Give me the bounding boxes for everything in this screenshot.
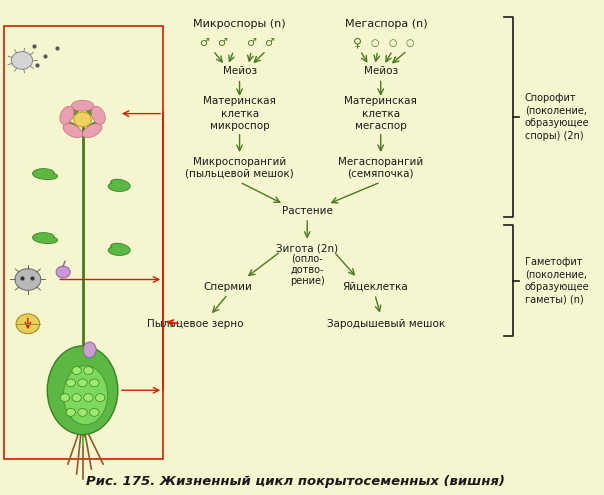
Circle shape <box>11 51 33 69</box>
Ellipse shape <box>63 366 108 425</box>
Polygon shape <box>33 233 57 244</box>
Text: Растение: Растение <box>281 205 333 216</box>
Circle shape <box>74 112 91 127</box>
Polygon shape <box>33 169 57 180</box>
Text: Материнская
клетка
микроспор: Материнская клетка микроспор <box>203 96 276 131</box>
Text: Гаметофит
(поколение,
образующее
гаметы) (n): Гаметофит (поколение, образующее гаметы)… <box>525 257 590 304</box>
Ellipse shape <box>84 367 93 375</box>
Polygon shape <box>108 179 130 192</box>
Circle shape <box>16 314 40 334</box>
Ellipse shape <box>78 379 87 387</box>
FancyBboxPatch shape <box>4 26 163 459</box>
Ellipse shape <box>67 122 80 133</box>
Ellipse shape <box>47 346 118 435</box>
Text: ♀: ♀ <box>353 37 362 50</box>
Text: Пыльцевое зерно: Пыльцевое зерно <box>147 319 243 329</box>
Ellipse shape <box>67 106 80 117</box>
Ellipse shape <box>60 394 69 401</box>
Text: Мегаспорангий
(семяпочка): Мегаспорангий (семяпочка) <box>338 156 423 179</box>
Text: Микроспорангий
(пыльцевой мешок): Микроспорангий (пыльцевой мешок) <box>185 156 294 179</box>
Ellipse shape <box>84 394 93 401</box>
Text: ♂: ♂ <box>264 38 274 48</box>
Ellipse shape <box>91 106 105 124</box>
Ellipse shape <box>89 408 99 416</box>
Ellipse shape <box>72 394 82 401</box>
Text: ♂: ♂ <box>199 38 209 48</box>
Ellipse shape <box>63 124 83 138</box>
Ellipse shape <box>60 106 74 124</box>
Text: Зародышевый мешок: Зародышевый мешок <box>327 319 446 329</box>
Ellipse shape <box>71 100 94 111</box>
Text: ○: ○ <box>388 38 397 48</box>
Text: Спермии: Спермии <box>204 282 252 292</box>
Text: Материнская
клетка
мегаспор: Материнская клетка мегаспор <box>344 96 417 131</box>
Ellipse shape <box>72 367 82 375</box>
Ellipse shape <box>83 342 96 358</box>
Text: Мейоз: Мейоз <box>364 66 398 76</box>
Ellipse shape <box>95 394 105 401</box>
Text: Мейоз: Мейоз <box>222 66 257 76</box>
Ellipse shape <box>78 408 87 416</box>
Text: ♂: ♂ <box>246 38 256 48</box>
Text: Микроспоры (n): Микроспоры (n) <box>193 18 286 29</box>
Text: ○: ○ <box>406 38 414 48</box>
Circle shape <box>56 266 70 278</box>
Text: Зигота (2n): Зигота (2n) <box>276 244 338 253</box>
Text: Мегаспора (n): Мегаспора (n) <box>345 18 428 29</box>
Text: Рис. 175. Жизненный цикл покрытосеменных (вишня): Рис. 175. Жизненный цикл покрытосеменных… <box>86 475 505 488</box>
Ellipse shape <box>89 379 99 387</box>
Text: Спорофит
(поколение,
образующее
споры) (2n): Спорофит (поколение, образующее споры) (… <box>525 94 590 141</box>
Text: ♂: ♂ <box>217 38 227 48</box>
Polygon shape <box>108 243 130 255</box>
Ellipse shape <box>82 124 102 138</box>
Circle shape <box>15 269 41 291</box>
Text: Яйцеклетка: Яйцеклетка <box>342 282 408 292</box>
Ellipse shape <box>66 408 76 416</box>
Text: (опло-
дотво-
рение): (опло- дотво- рение) <box>290 253 324 286</box>
Ellipse shape <box>85 106 98 117</box>
Ellipse shape <box>66 379 76 387</box>
Text: ○: ○ <box>371 38 379 48</box>
Ellipse shape <box>85 122 98 133</box>
